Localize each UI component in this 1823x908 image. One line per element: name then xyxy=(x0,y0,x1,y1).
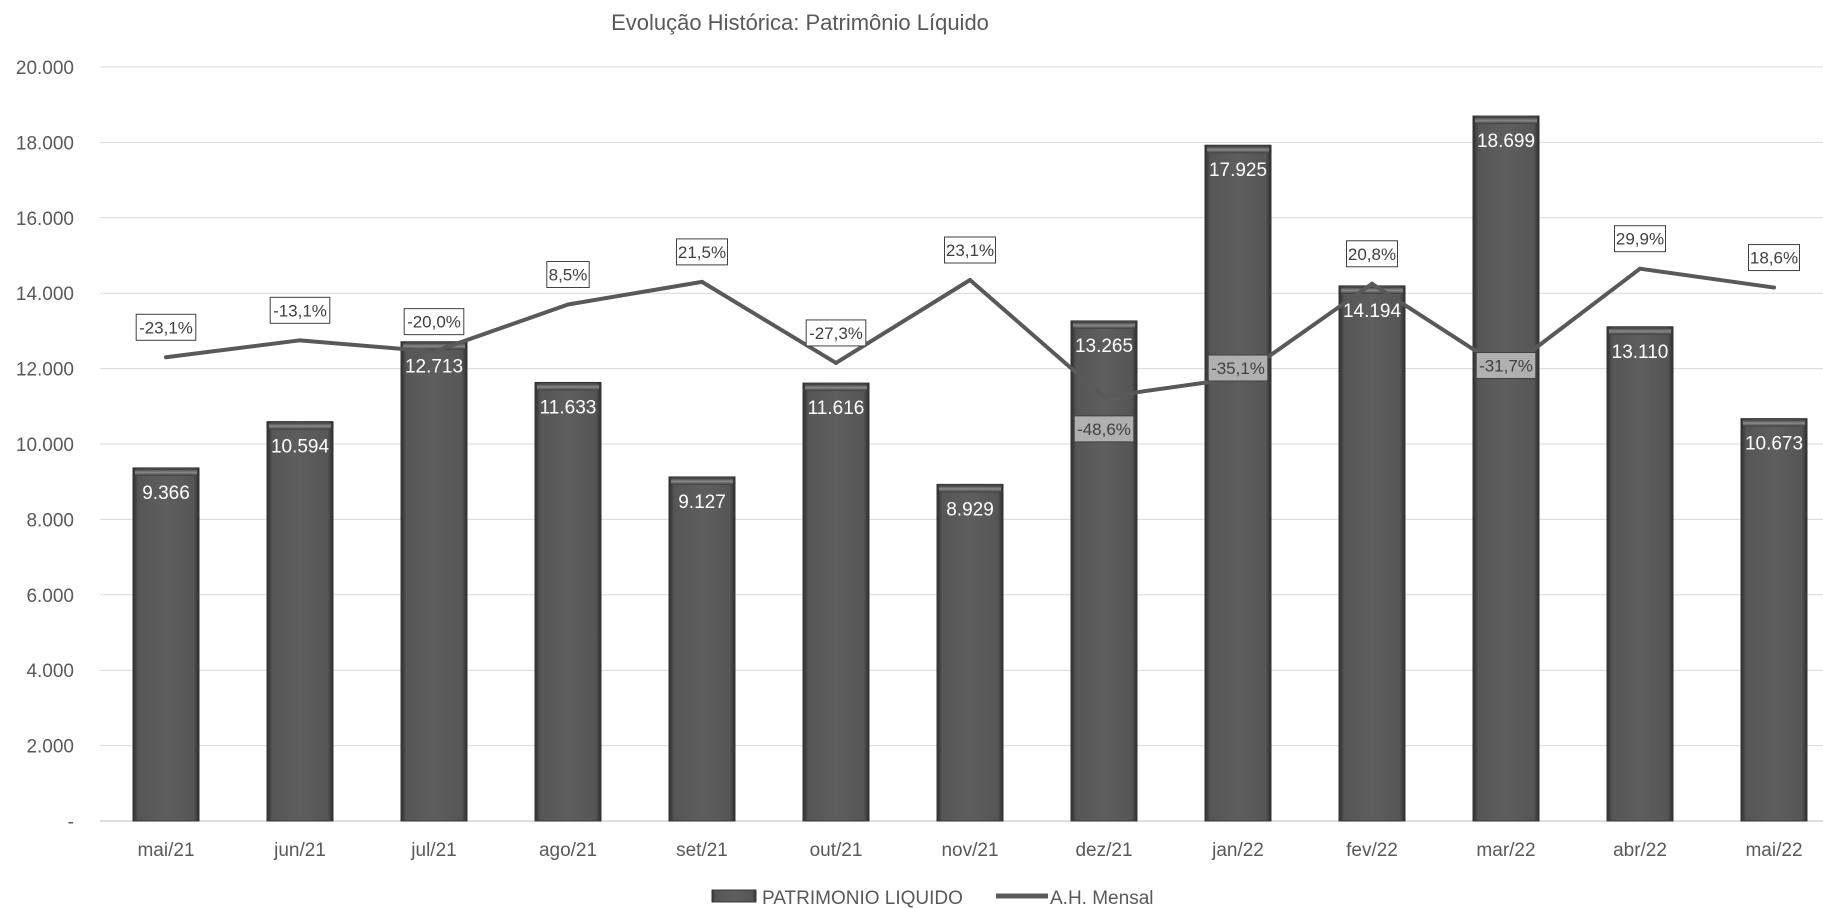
y-axis: - 2.000 4.000 6.000 8.000 10.000 12.000 14.000 1… xyxy=(16,58,74,833)
x-tick-label: dez/21 xyxy=(1075,840,1132,861)
x-tick-label: ago/21 xyxy=(539,840,597,861)
bar-value-label: 13.265 xyxy=(1075,336,1133,357)
bar-value-label: 10.673 xyxy=(1745,434,1803,455)
bar xyxy=(1473,116,1539,821)
y-tick-label: 20.000 xyxy=(16,58,74,79)
y-tick-label: 12.000 xyxy=(16,360,74,381)
bar xyxy=(669,477,735,821)
x-tick-label: mai/22 xyxy=(1745,840,1802,861)
line-value-label: 20,8% xyxy=(1347,241,1398,267)
svg-text:18,6%: 18,6% xyxy=(1750,249,1798,268)
y-tick-label: 2.000 xyxy=(26,737,74,758)
bar xyxy=(133,468,199,821)
line-point xyxy=(1102,395,1106,399)
line-value-label: -48,6% xyxy=(1074,416,1134,442)
line-point xyxy=(1772,286,1776,290)
x-tick-label: set/21 xyxy=(676,840,728,861)
svg-text:-31,7%: -31,7% xyxy=(1479,356,1533,375)
legend-bar-swatch xyxy=(712,890,756,902)
line-point xyxy=(834,361,838,365)
legend-line-label: A.H. Mensal xyxy=(1050,888,1153,908)
bar-value-label: 11.616 xyxy=(808,398,865,419)
y-tick-label: 4.000 xyxy=(26,661,74,682)
y-tick-label: - xyxy=(68,812,74,833)
bar-value-label: 17.925 xyxy=(1209,160,1267,181)
line-value-label: 23,1% xyxy=(945,237,996,263)
bar-data-labels: 9.366 10.594 12.713 11.633 9.127 11.616 8.929 1… xyxy=(142,131,1803,520)
bar-value-label: 8.929 xyxy=(946,499,994,520)
svg-text:-35,1%: -35,1% xyxy=(1211,359,1265,378)
bar-value-label: 11.633 xyxy=(540,397,597,418)
bar-value-label: 10.594 xyxy=(271,437,330,458)
bar-value-label: 14.194 xyxy=(1343,301,1402,322)
x-tick-label: jan/22 xyxy=(1211,840,1264,861)
legend-bar-label: PATRIMONIO LIQUIDO xyxy=(762,888,963,908)
svg-text:29,9%: 29,9% xyxy=(1616,230,1664,249)
x-tick-label: fev/22 xyxy=(1346,840,1398,861)
line-point xyxy=(566,303,570,307)
y-tick-label: 8.000 xyxy=(26,510,74,531)
bar xyxy=(1741,419,1807,821)
svg-text:-27,3%: -27,3% xyxy=(809,324,863,343)
y-tick-label: 18.000 xyxy=(16,133,74,154)
bar xyxy=(535,382,601,821)
x-tick-label: nov/21 xyxy=(941,840,998,861)
x-tick-label: out/21 xyxy=(810,840,863,861)
line-value-label: 29,9% xyxy=(1615,226,1666,252)
y-tick-label: 6.000 xyxy=(26,586,74,607)
line-value-label: -35,1% xyxy=(1208,355,1268,381)
bar xyxy=(803,383,869,821)
x-tick-label: jun/21 xyxy=(273,840,326,861)
bar-value-label: 18.699 xyxy=(1477,131,1535,152)
bar-value-label: 9.366 xyxy=(142,483,190,504)
line-point xyxy=(700,280,704,284)
line-value-label: 8,5% xyxy=(547,262,589,288)
bar xyxy=(937,484,1003,821)
svg-text:-13,1%: -13,1% xyxy=(273,301,327,320)
line-data-labels: -23,1% -13,1% -20,0% 8,5% 21,5% -27,3% 23,1% -4… xyxy=(136,226,1799,442)
line-value-label: 21,5% xyxy=(677,239,728,265)
legend: PATRIMONIO LIQUIDO A.H. Mensal xyxy=(712,888,1153,908)
x-tick-label: abr/22 xyxy=(1613,840,1667,861)
svg-text:21,5%: 21,5% xyxy=(678,243,726,262)
bar-value-label: 12.713 xyxy=(405,357,463,378)
x-axis: mai/21 jun/21 jul/21 ago/21 set/21 out/21 nov/… xyxy=(137,840,1802,861)
line-point xyxy=(164,355,168,359)
svg-text:-20,0%: -20,0% xyxy=(407,313,461,332)
line-value-label: -31,7% xyxy=(1476,352,1536,378)
line-value-label: -20,0% xyxy=(404,309,464,335)
chart-title: Evolução Histórica: Patrimônio Líquido xyxy=(611,10,989,35)
line-point xyxy=(1638,267,1642,271)
x-tick-label: mai/21 xyxy=(137,840,194,861)
bar xyxy=(1607,327,1673,821)
bar-series xyxy=(133,116,1807,821)
bar-value-label: 9.127 xyxy=(678,492,726,513)
line-value-label: -27,3% xyxy=(806,320,866,346)
svg-text:8,5%: 8,5% xyxy=(549,266,588,285)
x-tick-label: mar/22 xyxy=(1476,840,1535,861)
line-point xyxy=(298,338,302,342)
y-tick-label: 10.000 xyxy=(16,435,74,456)
svg-text:-48,6%: -48,6% xyxy=(1077,420,1131,439)
y-tick-label: 16.000 xyxy=(16,209,74,230)
svg-text:23,1%: 23,1% xyxy=(946,241,994,260)
y-tick-label: 14.000 xyxy=(16,284,74,305)
line-value-label: -23,1% xyxy=(136,314,196,340)
line-point xyxy=(1370,282,1374,286)
svg-text:-23,1%: -23,1% xyxy=(139,318,193,337)
bar xyxy=(401,342,467,821)
bar xyxy=(1205,145,1271,821)
bar xyxy=(1339,286,1405,821)
bar xyxy=(267,422,333,821)
line-point xyxy=(432,350,436,354)
line-value-label: -13,1% xyxy=(270,297,330,323)
bar-value-label: 13.110 xyxy=(1612,342,1669,363)
line-point xyxy=(968,278,972,282)
line-value-label: 18,6% xyxy=(1749,245,1800,271)
x-tick-label: jul/21 xyxy=(410,840,456,861)
svg-text:20,8%: 20,8% xyxy=(1348,245,1396,264)
